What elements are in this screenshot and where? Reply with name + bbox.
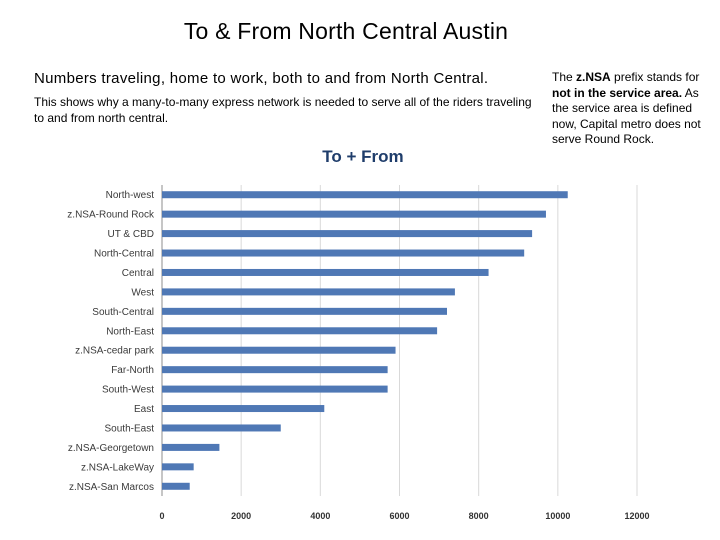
bar (162, 268, 489, 276)
tick-labels: 0 2000 4000 6000 8000 10000 12000 (159, 511, 649, 521)
bar (162, 405, 325, 413)
bar (162, 210, 546, 218)
category-label: East (134, 404, 154, 415)
lead-text: Numbers traveling, home to work, both to… (34, 70, 489, 87)
category-label: z.NSA-Georgetown (68, 443, 154, 454)
bar (162, 346, 396, 354)
category-label: South-West (102, 385, 154, 396)
x-tick-label: 4000 (310, 511, 330, 521)
category-label: South-Central (92, 307, 154, 318)
category-label: z.NSA-cedar park (75, 346, 155, 357)
x-tick-label: 2000 (231, 511, 251, 521)
side-note: The z.NSA prefix stands for not in the s… (552, 70, 702, 148)
bar (162, 385, 388, 393)
category-label: North-Central (94, 249, 154, 260)
bar (162, 249, 525, 257)
bar (162, 482, 190, 490)
bar (162, 366, 388, 374)
category-label: South-East (105, 423, 155, 434)
category-label: Central (122, 268, 154, 279)
chart-title: To + From (322, 147, 403, 166)
note-bold-2: not in the service area. (552, 85, 683, 100)
bar (162, 443, 220, 451)
bar (162, 424, 281, 432)
slide-title: To & From North Central Austin (183, 18, 509, 44)
x-tick-label: 12000 (624, 511, 649, 521)
category-label: West (131, 287, 154, 298)
bars (162, 191, 568, 490)
bar (162, 288, 455, 296)
category-label: z.NSA-San Marcos (69, 482, 154, 493)
category-label: North-East (106, 326, 154, 337)
note-bold-1: z.NSA (576, 70, 611, 84)
bar (162, 307, 447, 315)
x-tick-label: 10000 (545, 511, 570, 521)
category-label: z.NSA-Round Rock (67, 210, 155, 221)
category-label: Far-North (111, 365, 154, 376)
bar (162, 327, 438, 335)
x-tick-label: 6000 (389, 511, 409, 521)
note-text-1: The (552, 70, 577, 84)
note-text-2: prefix stands for (610, 70, 700, 84)
x-tick-label: 8000 (469, 511, 489, 521)
bar (162, 230, 533, 238)
bar (162, 191, 568, 199)
category-labels: North-west z.NSA-Round Rock UT & CBD North-… (67, 190, 155, 493)
x-tick-label: 0 (159, 511, 164, 521)
category-label: UT & CBD (108, 229, 155, 240)
body-text: This shows why a many-to-many express ne… (34, 95, 532, 125)
category-label: North-west (106, 190, 155, 201)
category-label: z.NSA-LakeWay (81, 462, 154, 473)
bar (162, 463, 194, 471)
note-text-3: As the service area is defined now, Capi… (552, 85, 701, 147)
